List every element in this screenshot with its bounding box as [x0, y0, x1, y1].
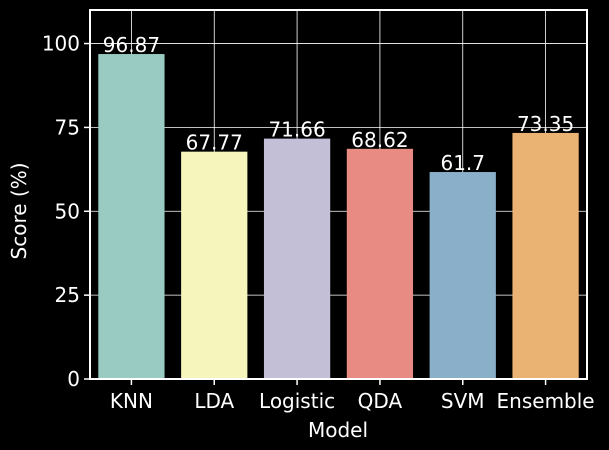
x-tick-label: LDA: [194, 389, 234, 413]
y-ticks: 0 25 50 75 100: [42, 32, 90, 391]
bar-svm: [429, 172, 496, 379]
data-label-knn: 96.87: [103, 33, 160, 57]
bar-logistic: [263, 138, 331, 379]
data-label-logistic: 71.66: [268, 118, 325, 142]
y-tick-label: 25: [55, 283, 80, 307]
x-tick-label: Logistic: [259, 389, 335, 413]
y-tick-label: 0: [67, 367, 80, 391]
data-label-qda: 68.62: [351, 128, 408, 152]
bars: [98, 54, 579, 380]
bar-ensemble: [512, 132, 579, 379]
x-tick-label: Ensemble: [497, 389, 595, 413]
data-label-lda: 67.77: [186, 131, 243, 155]
bar-qda: [346, 148, 414, 379]
data-label-svm: 61.7: [440, 151, 485, 175]
x-tick-label: QDA: [358, 389, 403, 413]
y-tick-label: 100: [42, 32, 80, 56]
plot-frame: [89, 9, 588, 380]
bar-lda: [181, 151, 248, 379]
x-axis-label: Model: [308, 418, 368, 442]
y-tick-label: 50: [55, 199, 80, 223]
y-tick-label: 75: [55, 115, 80, 139]
y-axis-label: Score (%): [7, 163, 31, 260]
data-labels: 96.87 67.77 71.66 68.62 61.7 73.35: [103, 33, 574, 175]
bar-knn: [98, 54, 165, 380]
x-tick-label: SVM: [441, 389, 485, 413]
x-tick-label: KNN: [110, 389, 153, 413]
x-ticks: KNN LDA Logistic QDA SVM Ensemble: [110, 379, 595, 413]
data-label-ensemble: 73.35: [517, 112, 574, 136]
